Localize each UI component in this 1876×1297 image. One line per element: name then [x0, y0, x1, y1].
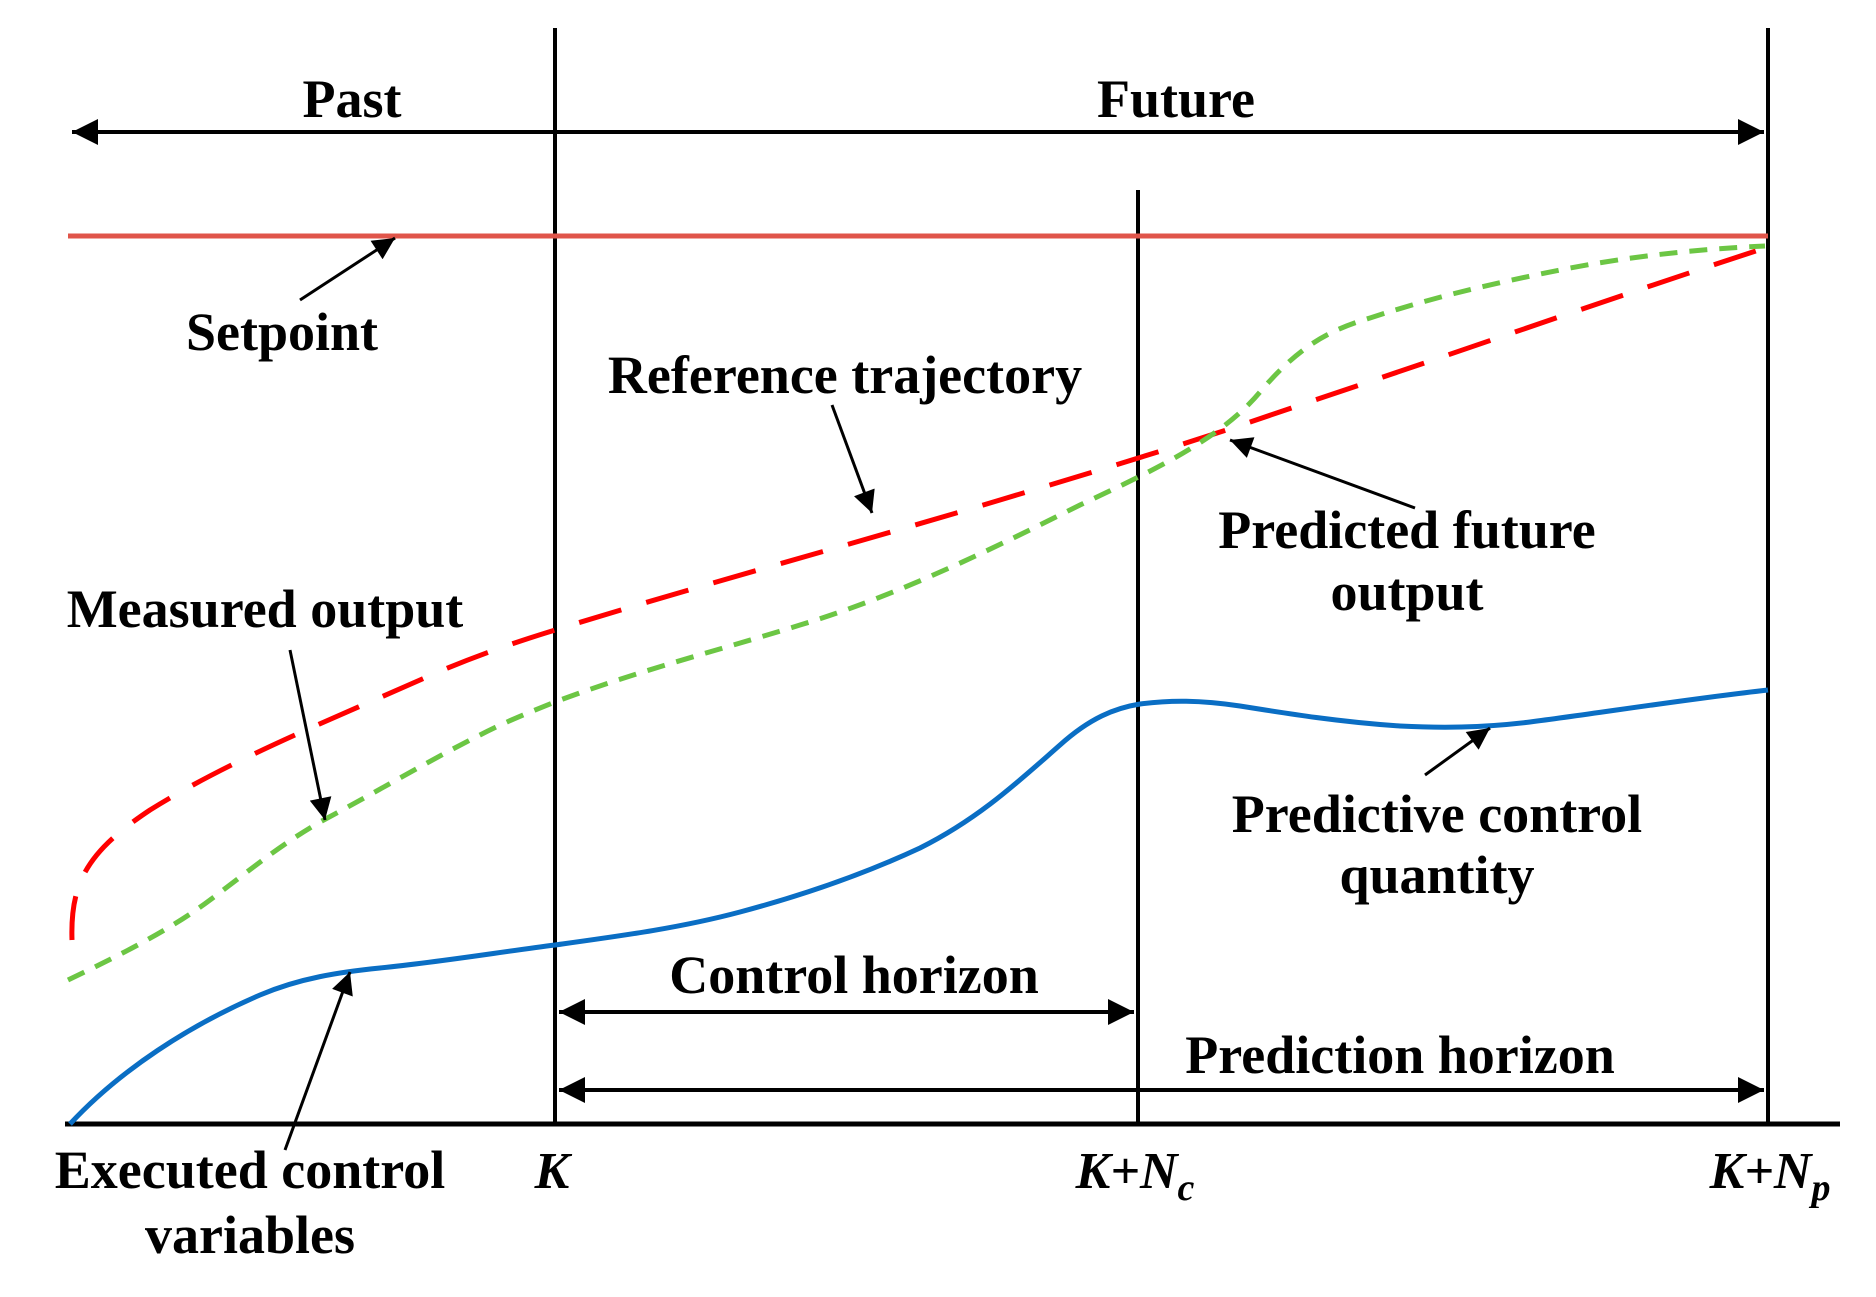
reference-trajectory-pointer-arrow	[830, 404, 875, 514]
executed-control-variables-label-line1: Executed control	[55, 1140, 445, 1200]
past-label: Past	[303, 69, 402, 129]
executed-control-variables-label-line2: variables	[145, 1205, 355, 1265]
setpoint-pointer-arrow	[299, 236, 396, 302]
executed-control-pointer-arrow	[283, 971, 353, 1151]
predicted-output-pointer-arrow	[1229, 437, 1416, 510]
predicted-future-output-label-line1: Predicted future	[1218, 500, 1595, 560]
predictive-control-quantity-label-line1: Predictive control	[1232, 784, 1642, 844]
measured-output-pointer-arrow	[288, 649, 332, 821]
reference-trajectory-curve	[69, 245, 1766, 941]
predictive-control-quantity-label-line2: quantity	[1339, 845, 1534, 905]
predicted-output-curve	[66, 243, 1766, 983]
future-label: Future	[1097, 69, 1255, 129]
control-quantity-curve	[68, 687, 1769, 1126]
setpoint-label: Setpoint	[186, 302, 378, 362]
control-horizon-label: Control horizon	[669, 945, 1039, 1005]
tick-k: K	[534, 1143, 573, 1200]
reference-trajectory-label: Reference trajectory	[608, 345, 1082, 405]
prediction-horizon-label: Prediction horizon	[1185, 1025, 1614, 1085]
tick-k-np: K+Np	[1709, 1143, 1831, 1209]
control-quantity-pointer-arrow	[1424, 726, 1491, 777]
tick-k-nc: K+Nc	[1075, 1143, 1195, 1209]
measured-output-label: Measured output	[67, 579, 464, 639]
predicted-future-output-label-line2: output	[1330, 562, 1483, 622]
